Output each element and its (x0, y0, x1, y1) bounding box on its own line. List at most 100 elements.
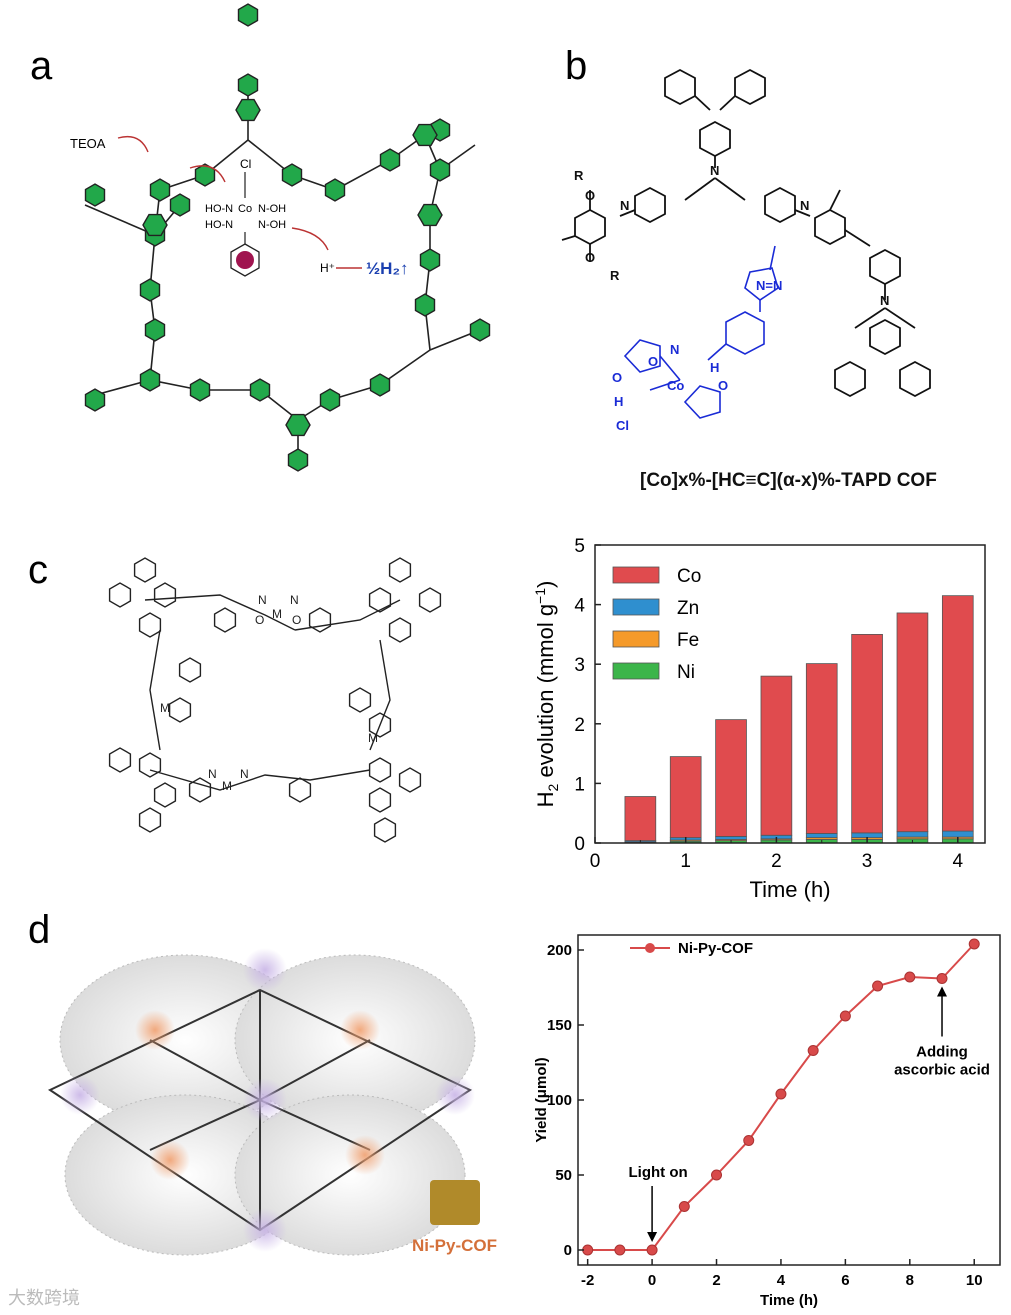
panel-letter-a: a (30, 44, 53, 88)
green-phenyl-ring (237, 73, 259, 97)
cl-b: Cl (616, 418, 629, 433)
bar-y-tick-label: 5 (574, 536, 585, 557)
green-phenyl-ring (287, 448, 309, 472)
line-y-axis-label: Yield (μmol) (533, 1057, 550, 1142)
phenyl-ring (168, 697, 192, 723)
phenyl-ring (153, 782, 177, 808)
line-x-tick-label: 4 (777, 1272, 786, 1289)
green-phenyl-ring (414, 293, 436, 317)
bar-y-tick-label: 4 (574, 596, 585, 617)
bar-x-tick-label: 3 (862, 851, 873, 872)
yield-point-7 (807, 1045, 819, 1056)
yield-point-5 (743, 1135, 755, 1146)
panel-b-caption: [Co]x%-[HC≡C](α-x)%-TAPD COF (640, 470, 937, 491)
legend-label-ni-py-cof: Ni-Py-COF (678, 940, 753, 957)
o-b2: O (612, 370, 622, 385)
triazine-ring (142, 213, 168, 237)
phenyl-ring (308, 607, 332, 633)
pyridine-dot (236, 251, 254, 269)
phenyl-ring (398, 767, 422, 793)
bar-x-tick-label: 4 (953, 851, 964, 872)
line-x-tick-label: 10 (966, 1272, 983, 1289)
bar-co-0 (624, 796, 657, 842)
bar-x-tick-label: 0 (590, 851, 601, 872)
ho-n-left: HO-N (205, 203, 233, 215)
bar-zn-6 (896, 831, 929, 838)
line-x-tick-label: 6 (841, 1272, 849, 1289)
n-top-2: N (290, 593, 299, 607)
legend-label-co: Co (677, 566, 701, 587)
h2-evolution-chart: 0 1 2 3 4 0 1 2 3 4 5 Co Zn Fe Ni Time (h) H2 evoluti… (532, 536, 986, 902)
panel-letter-c: c (28, 548, 48, 592)
yield-point-2 (646, 1244, 658, 1256)
line-y-tick-label: 100 (547, 1092, 572, 1109)
bar-x-tick-label: 1 (680, 851, 691, 872)
phenyl-ring (138, 752, 162, 778)
green-phenyl-ring (249, 378, 271, 402)
legend-label-zn: Zn (677, 598, 699, 619)
bar-x-tick-label: 2 (771, 851, 782, 872)
h-b1: H (710, 360, 719, 375)
yield-point-4 (711, 1169, 723, 1181)
triazine-ring (417, 203, 443, 227)
line-x-tick-label: 0 (648, 1272, 656, 1289)
n-imine-left: N (620, 198, 629, 213)
panel-b-scheme: N N N N R R O O Co Cl N O H O H O N=N (561, 68, 931, 433)
yield-point-11 (936, 973, 948, 984)
line-x-tick-label: -2 (581, 1272, 594, 1289)
yield-point-1 (614, 1244, 626, 1256)
phenyl-ring (418, 587, 442, 613)
phenyl-ring (108, 582, 132, 608)
phenyl-ring (368, 787, 392, 813)
yield-point-6 (775, 1088, 787, 1100)
line-x-tick-label: 2 (712, 1272, 720, 1289)
h2-label: ½H₂↑ (366, 259, 409, 278)
o-top: O (585, 188, 595, 203)
h2-arrow-curve (291, 227, 329, 251)
phenyl-ring (188, 777, 212, 803)
line-x-axis-label: Time (h) (760, 1292, 818, 1309)
annotation-ascorbic-line-0: Adding (916, 1044, 968, 1061)
bar-y-tick-label: 1 (574, 774, 585, 795)
legend-label-fe: Fe (677, 630, 699, 651)
metal-top: M (272, 607, 282, 621)
green-phenyl-ring (139, 278, 161, 302)
green-phenyl-ring (237, 3, 259, 27)
phenyl-ring (388, 557, 412, 583)
bar-co-2 (715, 719, 747, 837)
cl-label: Cl (240, 157, 251, 171)
green-phenyl-ring (429, 158, 451, 182)
yield-point-12 (968, 938, 980, 950)
legend-swatch-zn (612, 598, 660, 616)
bar-co-4 (805, 663, 838, 834)
bar-zn-2 (715, 836, 747, 840)
green-phenyl-ring (469, 318, 491, 342)
bar-y-tick-label: 0 (574, 834, 585, 855)
n-b1: N (670, 342, 679, 357)
bar-co-5 (851, 634, 883, 834)
bar-y-tick-label: 3 (574, 655, 585, 676)
n-amine-top: N (710, 163, 719, 178)
bar-y-axis-label: H2 evolution (mmol g−1) (532, 581, 561, 808)
metal-bottom: M (222, 779, 232, 793)
green-phenyl-ring (319, 388, 341, 412)
r-bottom: R (610, 268, 620, 283)
line-y-tick-label: 0 (564, 1242, 572, 1259)
n-imine-mid: N (800, 198, 809, 213)
bar-x-axis-label: Time (h) (749, 877, 830, 902)
n-amine-right: N (880, 293, 889, 308)
legend-swatch-fe (612, 630, 660, 648)
bar-zn-7 (941, 830, 974, 838)
panel-c-scheme: M N N O O M M M N N (108, 557, 442, 843)
legend-swatch-ni (612, 662, 660, 680)
annotation-ascorbic-arrowhead (937, 986, 948, 997)
electron-arrow (189, 165, 226, 183)
legend-label-ni: Ni (677, 662, 695, 683)
line-y-tick-label: 50 (555, 1167, 572, 1184)
bar-co-3 (760, 675, 793, 836)
phenyl-ring (373, 817, 397, 843)
n-top-1: N (258, 593, 267, 607)
phenyl-ring (108, 747, 132, 773)
n-triazole: N=N (756, 278, 782, 293)
